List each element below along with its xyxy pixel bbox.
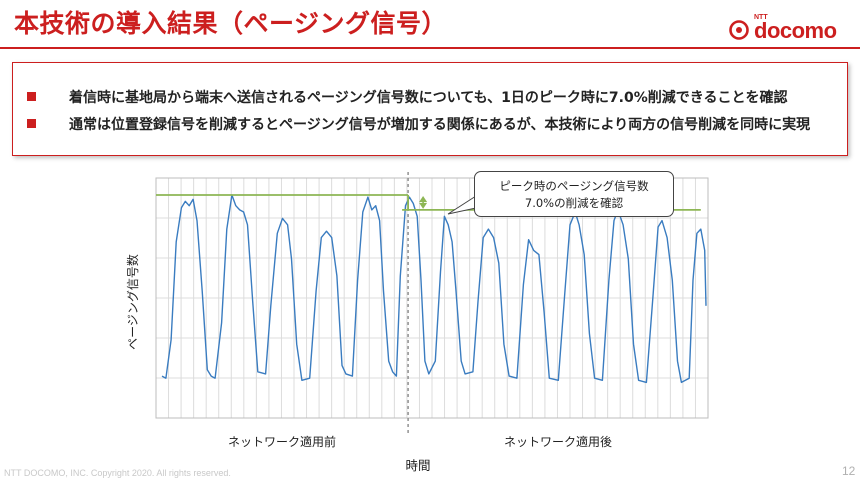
bullet-item: 通常は位置登録信号を削減するとページング信号が増加する関係にあるが、本技術により… [27,114,837,136]
bullet-item: 着信時に基地局から端末へ送信されるページング信号数についても、1日のピーク時に7… [27,87,837,109]
callout-line-1: ピーク時のページング信号数 [499,179,649,193]
y-axis-label: ページング信号数 [125,254,140,350]
plot-area-border [155,177,709,419]
docomo-logo: NTT docomo [728,14,852,48]
bullet-text: 着信時に基地局から端末へ送信されるページング信号数についても、1日のピーク時に7… [69,90,788,106]
region-label-after: ネットワーク適用後 [504,434,612,449]
callout-line-2: 7.0%の削減を確認 [524,196,624,210]
bullet-text: 通常は位置登録信号を削減するとページング信号が増加する関係にあるが、本技術により… [69,117,811,133]
chart-grid [156,178,708,418]
page-number: 12 [842,464,856,478]
slide-title: 本技術の導入結果（ページング信号） [14,9,448,38]
copyright-footer: NTT DOCOMO, INC. Copyright 2020. All rig… [4,468,231,478]
bullet-square-icon [27,92,36,101]
logo-wordmark: docomo [754,18,837,43]
x-axis-label: 時間 [405,458,430,473]
logo-ntt-text: NTT [754,14,768,21]
summary-box: 着信時に基地局から端末へ送信されるページング信号数についても、1日のピーク時に7… [12,62,848,156]
peak-reduction-callout: ピーク時のページング信号数 7.0%の削減を確認 [474,171,674,217]
callout-pointer [447,195,477,215]
reduction-arrow-head-down-icon [419,202,428,209]
bullet-square-icon [27,119,36,128]
reduction-arrow-head-up-icon [419,196,428,202]
title-underline [0,47,860,49]
region-label-before: ネットワーク適用前 [228,434,336,449]
docomo-logo-mark [729,20,749,40]
